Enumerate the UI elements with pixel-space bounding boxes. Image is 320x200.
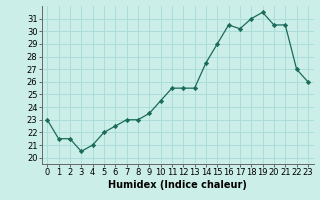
X-axis label: Humidex (Indice chaleur): Humidex (Indice chaleur)	[108, 180, 247, 190]
